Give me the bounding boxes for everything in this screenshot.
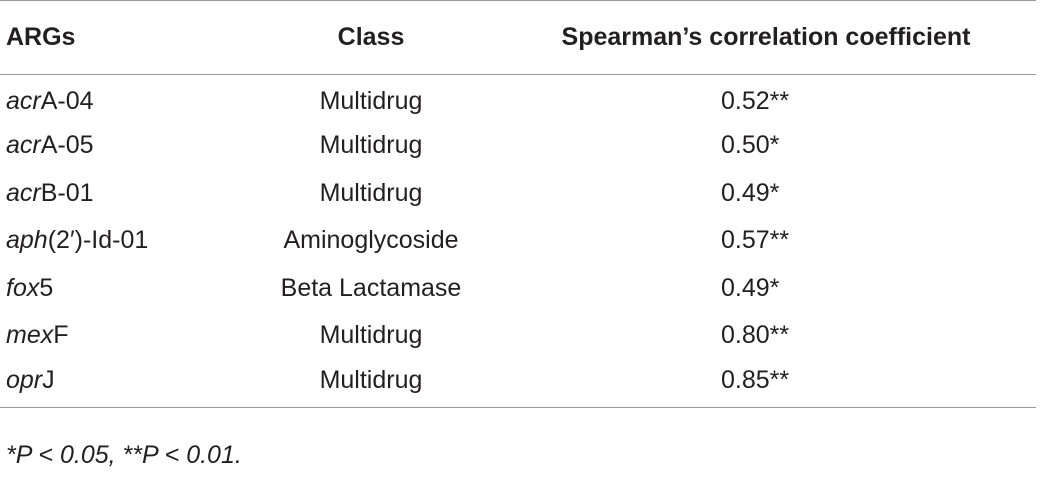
coefficient-cell: 0.49* — [496, 265, 1036, 313]
coefficient-cell: 0.49* — [496, 170, 1036, 218]
table-footnote: *P < 0.05, **P < 0.01. — [6, 441, 242, 469]
coefficient-value: 0.80** — [721, 321, 790, 350]
gene-cell: acrA-04 — [0, 75, 246, 123]
gene-cell: acrA-05 — [0, 122, 246, 170]
coefficient-value: 0.49* — [721, 178, 780, 207]
gene-rest-part: J — [42, 365, 55, 394]
gene-rest-part: B-01 — [40, 178, 94, 207]
header-coefficient: Spearman’s correlation coefficient — [496, 0, 1036, 75]
gene-italic-part: acr — [6, 87, 41, 115]
coefficient-value: 0.52** — [721, 87, 790, 115]
gene-cell: acrB-01 — [0, 170, 246, 218]
class-cell: Beta Lactamase — [280, 273, 462, 302]
coefficient-cell: 0.85** — [496, 359, 1036, 408]
gene-cell: fox5 — [0, 265, 246, 313]
table-row: fox5 Beta Lactamase 0.49* — [0, 265, 1036, 313]
class-cell: Multidrug — [246, 359, 496, 408]
table-row: aph(2′)-Id-01 Aminoglycoside 0.57** — [0, 217, 1036, 265]
coefficient-cell: 0.80** — [496, 312, 1036, 360]
header-args: ARGs — [0, 0, 246, 75]
correlation-table-container: ARGs Class Spearman’s correlation coeffi… — [0, 0, 1036, 408]
gene-italic-part: mex — [6, 321, 54, 350]
gene-rest-part: (2′)-Id-01 — [47, 226, 149, 255]
correlation-table: ARGs Class Spearman’s correlation coeffi… — [0, 0, 1036, 408]
table-row: oprJ Multidrug 0.85** — [0, 359, 1036, 408]
table-header-row: ARGs Class Spearman’s correlation coeffi… — [0, 0, 1036, 75]
class-cell: Multidrug — [319, 178, 423, 207]
coefficient-value: 0.85** — [721, 365, 790, 394]
gene-italic-part: acr — [6, 178, 41, 207]
coefficient-value: 0.50* — [721, 131, 780, 160]
class-cell: Multidrug — [319, 131, 423, 160]
table-row: acrB-01 Multidrug 0.49* — [0, 170, 1036, 218]
gene-italic-part: opr — [6, 365, 43, 394]
gene-rest-part: A-05 — [40, 131, 94, 160]
coefficient-cell: 0.52** — [496, 75, 1036, 123]
gene-rest-part: A-04 — [40, 87, 94, 115]
gene-rest-part: 5 — [39, 273, 54, 302]
header-class: Class — [246, 0, 496, 75]
table-row: mexF Multidrug 0.80** — [0, 312, 1036, 360]
coefficient-value: 0.49* — [721, 273, 780, 302]
gene-rest-part: F — [53, 321, 69, 350]
class-cell: Multidrug — [319, 87, 423, 115]
gene-cell: aph(2′)-Id-01 — [0, 217, 246, 265]
table-row: acrA-05 Multidrug 0.50* — [0, 122, 1036, 170]
coefficient-cell: 0.57** — [496, 217, 1036, 265]
table-row: acrA-04 Multidrug 0.52** — [0, 75, 1036, 123]
gene-cell: oprJ — [0, 359, 246, 408]
class-cell: Aminoglycoside — [283, 226, 459, 255]
gene-italic-part: aph — [6, 226, 48, 255]
gene-italic-part: acr — [6, 131, 41, 160]
gene-italic-part: fox — [6, 273, 40, 302]
coefficient-cell: 0.50* — [496, 122, 1036, 170]
gene-cell: mexF — [0, 312, 246, 360]
class-cell: Multidrug — [319, 321, 423, 350]
coefficient-value: 0.57** — [721, 226, 790, 255]
